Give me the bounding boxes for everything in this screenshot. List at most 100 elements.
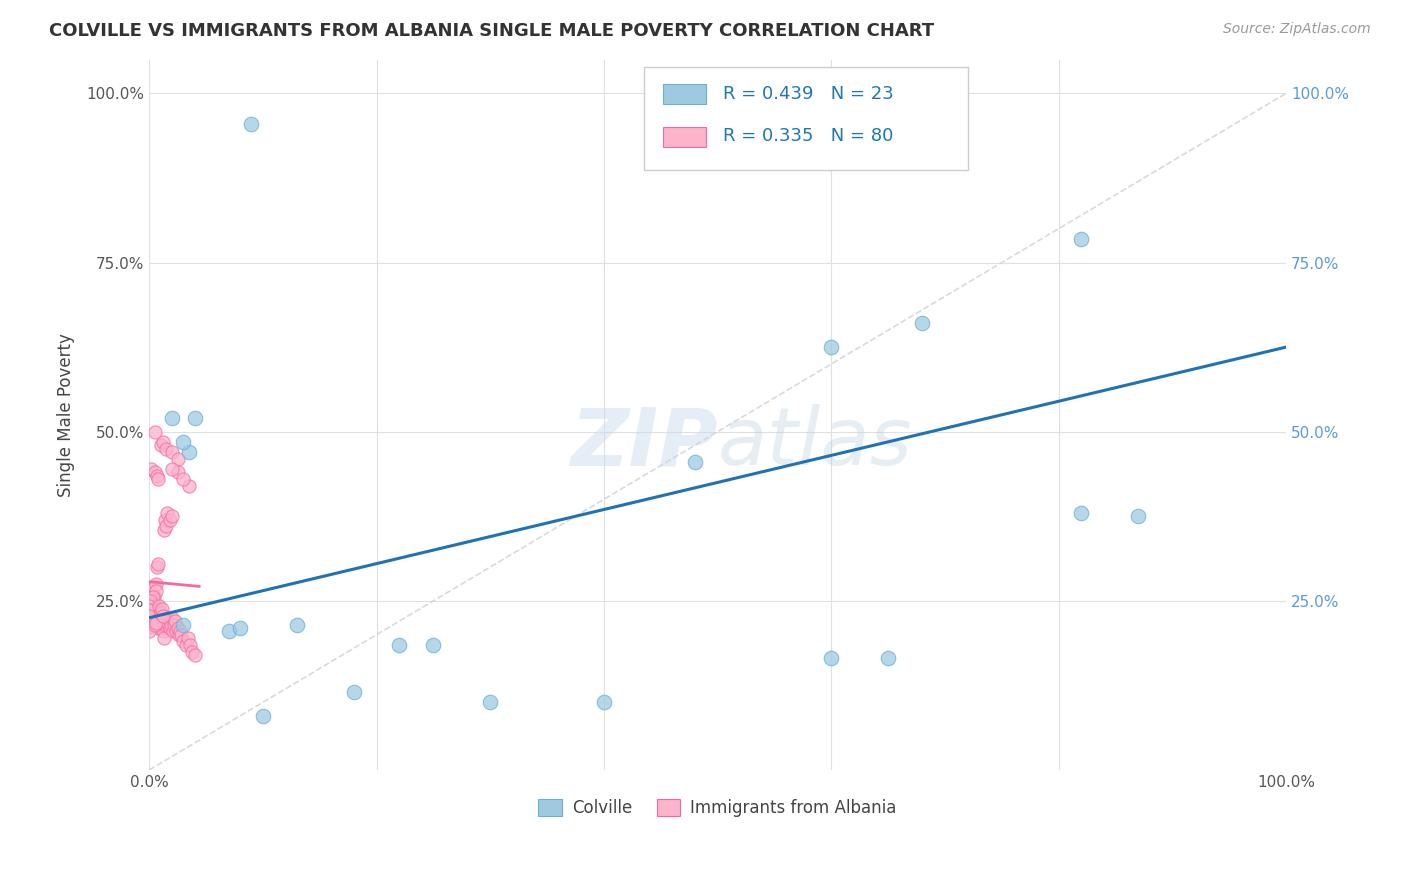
Point [153,631,176,645]
Point [139,597,162,611]
Point [160,611,183,625]
Point [181,644,204,658]
Point [172,634,194,648]
Point [183,411,205,425]
Point [142,580,165,594]
Point [150,602,173,616]
Point [820,340,842,354]
FancyBboxPatch shape [644,67,967,169]
Point [479,695,502,709]
Point [592,695,614,709]
Point [911,317,934,331]
Point [159,513,181,527]
Point [1070,506,1092,520]
Point [138,624,160,639]
Point [142,597,165,611]
Point [145,583,167,598]
Point [177,445,200,459]
Text: R = 0.439   N = 23: R = 0.439 N = 23 [723,85,894,103]
Point [141,602,163,616]
Point [143,465,166,479]
Point [152,434,174,449]
Text: COLVILLE VS IMMIGRANTS FROM ALBANIA SINGLE MALE POVERTY CORRELATION CHART: COLVILLE VS IMMIGRANTS FROM ALBANIA SING… [49,22,935,40]
Point [820,651,842,665]
Point [160,411,183,425]
Point [172,434,194,449]
Point [138,599,160,614]
FancyBboxPatch shape [664,85,706,104]
Point [157,617,180,632]
Point [143,617,166,632]
Point [160,462,183,476]
Point [139,594,162,608]
Point [174,638,197,652]
Point [179,638,201,652]
Point [172,617,194,632]
Point [155,442,177,456]
Text: R = 0.335   N = 80: R = 0.335 N = 80 [723,128,894,145]
Point [153,617,176,632]
Point [138,613,160,627]
Text: atlas: atlas [717,404,912,483]
Point [150,621,173,635]
Y-axis label: Single Male Poverty: Single Male Poverty [58,333,75,497]
Point [152,608,174,623]
Point [142,587,165,601]
Point [156,614,179,628]
Point [166,465,188,479]
Point [183,648,205,662]
Point [148,621,170,635]
Point [138,615,160,630]
Point [145,614,167,628]
Point [141,594,163,608]
Point [142,602,165,616]
Text: Source: ZipAtlas.com: Source: ZipAtlas.com [1223,22,1371,37]
Point [159,621,181,635]
Point [165,614,187,628]
Point [252,709,274,723]
Point [177,631,200,645]
Text: ZIP: ZIP [571,404,717,483]
Point [1128,509,1150,524]
Point [146,600,169,615]
Point [141,462,163,476]
Point [388,638,411,652]
Point [167,628,190,642]
Point [172,472,194,486]
FancyBboxPatch shape [664,127,706,147]
Point [148,599,170,614]
Point [170,628,193,642]
Point [143,604,166,618]
Point [138,606,160,620]
Point [159,617,181,632]
Point [155,519,177,533]
Point [683,455,706,469]
Point [156,506,179,520]
Point [146,468,169,483]
Point [141,597,163,611]
Point [149,606,172,620]
Point [422,638,444,652]
Point [240,117,263,131]
Point [877,651,900,665]
Point [153,513,176,527]
Point [149,611,172,625]
Point [142,591,165,605]
Point [177,479,200,493]
Point [169,624,191,639]
Point [149,438,172,452]
Point [142,591,165,605]
Point [166,451,188,466]
Point [229,621,252,635]
Point [160,509,183,524]
Point [153,523,176,537]
Point [343,685,366,699]
Point [218,624,240,639]
Point [138,608,160,623]
Point [138,603,160,617]
Point [1070,232,1092,246]
Point [285,617,308,632]
Point [148,472,170,486]
Point [160,445,183,459]
Point [148,617,170,632]
